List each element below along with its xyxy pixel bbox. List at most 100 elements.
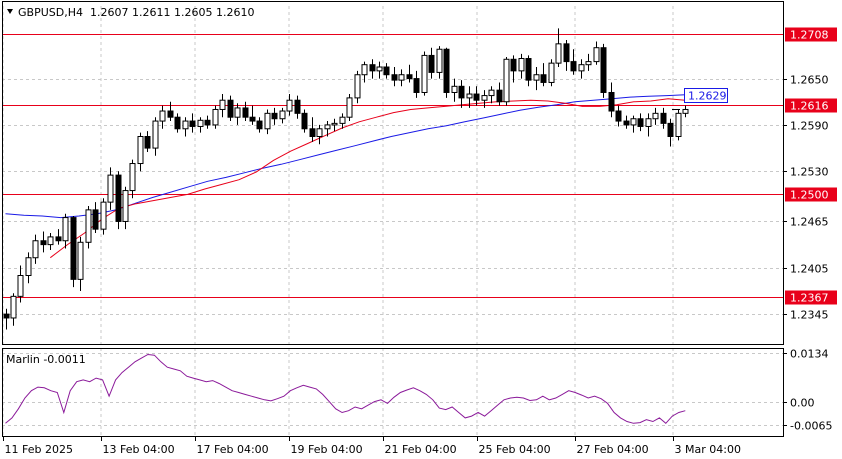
price-grid: [2, 6, 783, 436]
price-tick-label: 1.2345: [790, 309, 829, 322]
candle-body-bull: [234, 107, 241, 118]
candle-body-bull: [675, 112, 682, 138]
symbol-arrow-icon: [7, 9, 13, 14]
time-axis: 11 Feb 2025 13 Feb 04:00 17 Feb 04:00 19 Fe…: [3, 436, 741, 456]
price-tick-label: 1.2530: [790, 166, 829, 179]
candle-body-bull: [593, 47, 600, 63]
level-price-tag-label: 1.2367: [790, 292, 829, 305]
level-price-tag-label: 1.2708: [790, 29, 829, 42]
candle-body-bull: [25, 257, 32, 277]
candle-body-bull: [159, 110, 166, 122]
candle-body-bear: [615, 110, 622, 122]
candles: [3, 28, 689, 330]
candle-body-bear: [406, 74, 413, 80]
candle-body-bear: [428, 54, 435, 73]
candle-body-bull: [533, 74, 540, 81]
time-tick-label: 17 Feb 04:00: [197, 443, 269, 456]
level-price-tag: [785, 187, 837, 202]
candle-body-bull: [331, 122, 338, 126]
candle-body-bear: [391, 74, 398, 81]
candle-body-bull: [481, 95, 488, 101]
candle-body-bull: [421, 54, 428, 93]
candle-body-bull: [503, 58, 510, 103]
candle-body-bull: [585, 61, 592, 66]
candle-body-bear: [167, 110, 174, 118]
candle-body-bear: [40, 240, 47, 246]
oscillator-pane: [5, 353, 686, 424]
chart-frame: [2, 1, 784, 437]
candle-body-bull: [197, 119, 204, 127]
level-price-tag-label: 1.2616: [790, 100, 829, 113]
level-price-tag: [785, 98, 837, 113]
candle-body-bull: [286, 99, 293, 112]
candle-body-bear: [242, 107, 249, 118]
price-tick-label: 1.2590: [790, 120, 829, 133]
level-lines: [2, 34, 783, 298]
indicator-label: Marlin -0.0011: [6, 353, 86, 366]
candle-body-bear: [443, 48, 450, 93]
candle-body-bear: [510, 58, 517, 72]
oscillator-tick-label: 0.0134: [790, 348, 829, 361]
ma-fast-line: [49, 98, 686, 259]
candle-body-bear: [608, 91, 615, 112]
price-tick-label: 1.2405: [790, 263, 829, 276]
candle-body-bull: [100, 201, 107, 230]
candle-body-bear: [496, 89, 503, 103]
candle-body-bear: [92, 209, 99, 230]
candle-body-bear: [458, 85, 465, 99]
candle-body-bull: [47, 236, 54, 246]
candle-body-bull: [62, 217, 69, 242]
candle-body-bull: [137, 136, 144, 165]
ma-slow-line: [5, 94, 686, 219]
time-tick-label: 11 Feb 2025: [5, 443, 73, 456]
time-tick-label: 27 Feb 04:00: [577, 443, 649, 456]
candle-body-bear: [271, 112, 278, 120]
candle-body-bull: [32, 240, 39, 259]
candle-body-bull: [361, 64, 368, 76]
candle-body-bear: [525, 58, 532, 81]
candle-body-bear: [3, 313, 10, 319]
candle-body-bear: [294, 99, 301, 114]
price-tick-label: 1.2650: [790, 74, 829, 87]
level-price-tag: [785, 27, 837, 42]
candle-body-bull: [398, 74, 405, 81]
candle-body-bear: [249, 116, 256, 122]
ohlc-values: 1.2607 1.2611 1.2605 1.2610: [90, 6, 254, 19]
time-tick-label: 13 Feb 04:00: [103, 443, 175, 456]
candle-body-bull: [436, 48, 443, 73]
candle-body-bull: [129, 163, 136, 192]
time-tick-label: 19 Feb 04:00: [291, 443, 363, 456]
candle-body-bear: [227, 99, 234, 118]
level-price-tag: [785, 290, 837, 305]
candle-body-bear: [204, 119, 211, 126]
symbol-label: GBPUSD,H4: [18, 6, 83, 19]
candle-body-bear: [660, 112, 667, 124]
price-tags: 1.2708 1.2616 1.2500 1.2367 1.2629: [672, 27, 837, 305]
ma-value-tag: [684, 88, 728, 103]
candle-body-bull: [630, 118, 637, 126]
candle-body-bull: [152, 120, 159, 149]
candle-body-bull: [518, 58, 525, 72]
level-price-tag-label: 1.2500: [790, 189, 829, 202]
candle-body-bull: [85, 209, 92, 243]
candle-body-bear: [309, 128, 316, 138]
time-tick-label: 21 Feb 04:00: [385, 443, 457, 456]
candle-body-bull: [316, 128, 323, 138]
candle-body-bull: [645, 118, 652, 127]
candle-body-bull: [466, 93, 473, 99]
candle-body-bull: [451, 85, 458, 93]
candle-body-bull: [339, 116, 346, 124]
candle-body-bull: [17, 275, 24, 297]
candle-body-bull: [376, 66, 383, 72]
price-tick-label: 1.2465: [790, 216, 829, 229]
candle-body-bull: [346, 97, 353, 118]
candle-body-bear: [563, 43, 570, 63]
candle-body-bear: [144, 136, 151, 149]
candle-body-bear: [189, 120, 196, 127]
candle-body-bear: [256, 120, 263, 130]
candle-body-bear: [667, 122, 674, 138]
candle-body-bear: [413, 78, 420, 93]
candle-body-bull: [212, 108, 219, 126]
candle-body-bear: [55, 236, 62, 242]
